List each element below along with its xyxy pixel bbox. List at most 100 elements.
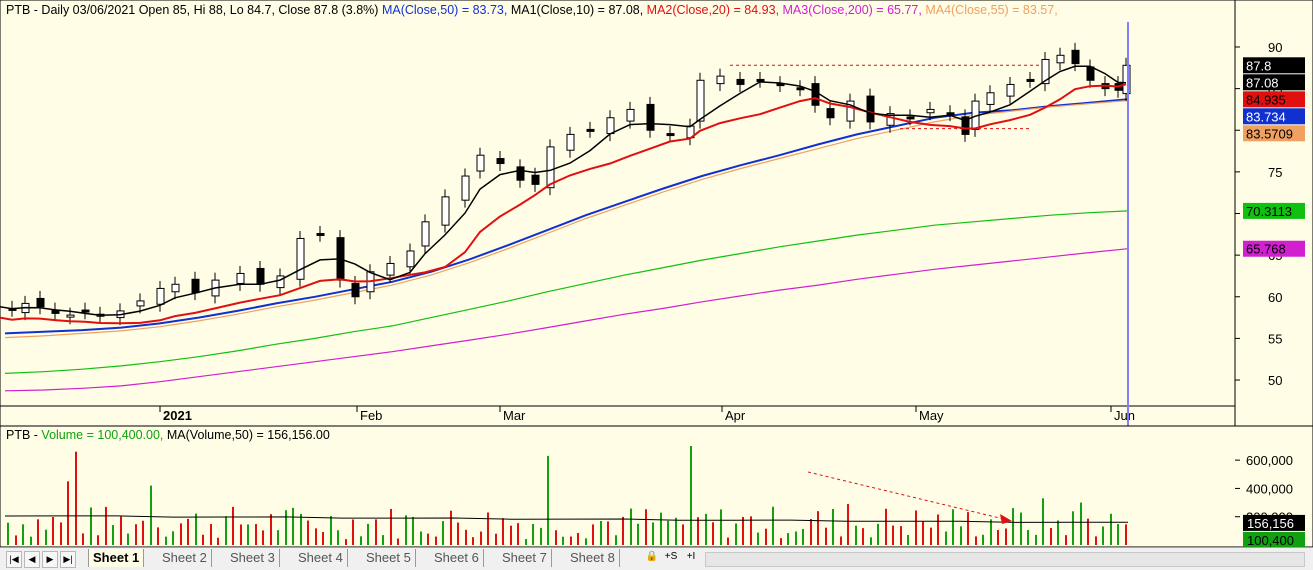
volume-legend-prefix: PTB - — [6, 428, 42, 442]
candle-body — [646, 103, 655, 131]
candle-body — [826, 108, 835, 119]
ma10-line — [0, 65, 1127, 317]
x-tick-label: Mar — [503, 408, 526, 423]
candle-body — [476, 154, 485, 172]
ma-line-3 — [4, 210, 1129, 374]
price-label-text: 87.8 — [1246, 58, 1271, 73]
candle-body — [386, 262, 395, 276]
price-pane-frame — [0, 0, 1313, 427]
y-tick-label: 60 — [1268, 290, 1282, 305]
y-tick-label: 90 — [1268, 40, 1282, 55]
lock-icon[interactable]: 🔒 — [645, 551, 659, 562]
horizontal-scrollbar[interactable] — [705, 552, 1305, 567]
ma-line-1 — [4, 99, 1129, 339]
candle-body — [1041, 58, 1050, 85]
tab-sheet-5[interactable]: Sheet 5 — [362, 549, 416, 567]
candle-body — [256, 267, 265, 285]
candle-body — [666, 133, 675, 137]
price-label-text: 87.08 — [1246, 75, 1279, 90]
insert-sheet-button[interactable]: +I — [686, 551, 696, 562]
price-label-box — [1243, 74, 1305, 91]
tab-sheet-6[interactable]: Sheet 6 — [430, 549, 484, 567]
next-sheet-button[interactable]: ▶ — [42, 551, 58, 568]
legend-summary: - Daily 03/06/2021 Open 85, Hi 88, Lo 84… — [30, 3, 379, 17]
add-sheet-button[interactable]: +S — [664, 551, 678, 562]
volume-legend: PTB - Volume = 100,400.00, MA(Volume,50)… — [6, 428, 330, 442]
candle-body — [171, 283, 180, 293]
x-tick-label: Jun — [1114, 408, 1135, 423]
tab-sheet-2[interactable]: Sheet 2 — [158, 549, 212, 567]
candle-body — [906, 116, 915, 120]
price-label-box — [1243, 202, 1305, 219]
candle-body — [1026, 78, 1035, 82]
legend-ma2: MA2(Close,20) = 84.93, — [643, 3, 780, 17]
volume-label-text: 156,156 — [1247, 516, 1294, 531]
candle-body — [586, 128, 595, 132]
candle-body — [1056, 54, 1065, 64]
tab-sheet-1[interactable]: Sheet 1 — [88, 549, 145, 567]
price-label-text: 65.768 — [1246, 242, 1286, 257]
price-label-text: 70.3113 — [1246, 204, 1292, 219]
candle-body — [886, 113, 895, 126]
price-label-box — [1243, 108, 1305, 125]
volume-label-box — [1243, 531, 1305, 547]
tab-sheet-4[interactable]: Sheet 4 — [294, 549, 348, 567]
price-label-text: 84.935 — [1246, 92, 1286, 107]
candle-body — [756, 78, 765, 82]
price-label-text: 83.5709 — [1246, 126, 1293, 141]
legend-ma4: MA4(Close,55) = 83.57, — [921, 3, 1058, 17]
volume-trend-line — [807, 471, 1009, 521]
candle-body — [406, 250, 415, 268]
x-tick-label: 2021 — [163, 408, 192, 423]
candle-body — [351, 282, 360, 298]
candle-body — [811, 83, 820, 106]
price-legend: PTB - Daily 03/06/2021 Open 85, Hi 88, L… — [6, 3, 1058, 17]
candle-body — [946, 112, 955, 116]
volume-trend-arrow — [1000, 514, 1012, 524]
candle-body — [1122, 64, 1131, 95]
candle-body — [1086, 66, 1095, 81]
y-tick-label: 75 — [1268, 165, 1282, 180]
candle-body — [276, 275, 285, 289]
prev-sheet-button[interactable]: ◀ — [24, 551, 40, 568]
candle-body — [531, 174, 540, 185]
legend-ma1: MA1(Close,10) = 87.08, — [507, 3, 644, 17]
ma-line-2 — [4, 248, 1129, 392]
y-tick-label: 55 — [1268, 331, 1282, 346]
price-label-box — [1243, 57, 1305, 74]
candle-body — [716, 75, 725, 85]
vol-y-tick-label: 600,000 — [1246, 453, 1293, 468]
chart-canvas[interactable]: 5055606570758085902021FebMarAprMayJun87.… — [0, 0, 1313, 547]
candle-body — [316, 232, 325, 236]
volume-legend-value: Volume = 100,400.00, — [41, 428, 164, 442]
volume-ma-line — [4, 515, 1129, 523]
price-label-box — [1243, 125, 1305, 142]
candle-body — [191, 278, 200, 294]
candle-body — [796, 87, 805, 91]
y-tick-label: 50 — [1268, 373, 1282, 388]
x-tick-label: Feb — [360, 408, 382, 423]
x-tick-label: Apr — [725, 408, 746, 423]
candle-body — [136, 300, 145, 307]
candle-body — [496, 158, 505, 165]
candle-body — [626, 108, 635, 122]
volume-label-box — [1243, 514, 1305, 531]
tab-sheet-7[interactable]: Sheet 7 — [498, 549, 552, 567]
first-sheet-button[interactable]: |◀ — [6, 551, 22, 568]
volume-legend-ma: MA(Volume,50) = 156,156.00 — [163, 428, 330, 442]
last-sheet-button[interactable]: ▶| — [60, 551, 76, 568]
vol-y-tick-label: 400,000 — [1246, 481, 1293, 496]
legend-symbol: PTB — [6, 3, 31, 17]
volume-pane-frame — [0, 425, 1313, 547]
candle-body — [1071, 49, 1080, 65]
candle-body — [866, 95, 875, 123]
legend-ma3: MA3(Close,200) = 65.77, — [779, 3, 922, 17]
price-pane: 5055606570758085902021FebMarAprMayJun87.… — [0, 0, 1313, 547]
candle-body — [66, 314, 75, 318]
price-label-box — [1243, 240, 1305, 257]
tab-sheet-8[interactable]: Sheet 8 — [566, 549, 620, 567]
candle-body — [846, 100, 855, 122]
tab-sheet-3[interactable]: Sheet 3 — [226, 549, 280, 567]
candle-body — [926, 108, 935, 114]
